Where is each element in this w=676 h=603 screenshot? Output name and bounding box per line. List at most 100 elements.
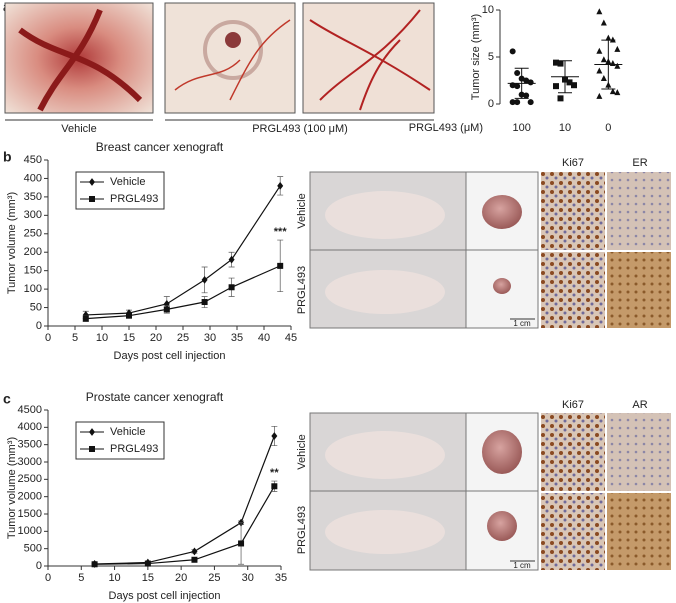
line	[85, 265, 281, 320]
legend-label: PRGL493	[110, 443, 158, 455]
point	[201, 275, 208, 284]
x-axis-label: PRGL493 (μM)	[409, 122, 483, 134]
x-tick-label: 45	[285, 332, 297, 344]
stain-label: Ki67	[562, 399, 584, 411]
x-tick-label: 0	[45, 332, 51, 344]
annotation: **	[270, 467, 279, 479]
point	[596, 47, 603, 54]
y-tick-label: 400	[24, 172, 42, 184]
point	[614, 62, 621, 69]
y-tick-label: 0	[36, 320, 42, 332]
x-tick-label: 100	[512, 122, 530, 134]
x-tick-label: 10	[96, 332, 108, 344]
point	[527, 99, 534, 106]
chart-title: Prostate cancer xenograft	[86, 390, 224, 404]
panel-label: b	[3, 149, 12, 165]
point	[277, 262, 284, 269]
y-tick-label: 300	[24, 209, 42, 221]
point	[557, 60, 564, 67]
point	[566, 79, 573, 86]
y-axis-label: Tumor volume (mm³)	[6, 437, 18, 539]
point	[238, 540, 245, 547]
y-tick-label: 4500	[18, 404, 42, 416]
embryo-photos	[4, 2, 435, 121]
annotation: ***	[274, 226, 288, 238]
legend-label: PRGL493	[110, 193, 158, 205]
point	[89, 178, 95, 186]
x-tick-label: 15	[123, 332, 135, 344]
group-label: Vehicle	[61, 123, 96, 135]
scale-label: 1 cm	[513, 319, 531, 328]
x-tick-label: 5	[72, 332, 78, 344]
x-tick-label: 25	[208, 572, 220, 584]
y-tick-label: 150	[24, 265, 42, 277]
y-tick-label: 50	[30, 301, 42, 313]
x-tick-label: 25	[177, 332, 189, 344]
error-bar	[514, 67, 529, 99]
point	[271, 483, 278, 490]
xenograft-photos	[309, 412, 671, 571]
x-tick-label: 20	[150, 332, 162, 344]
point	[514, 99, 521, 106]
y-tick-label: 200	[24, 246, 42, 258]
y-tick-label: 500	[24, 543, 42, 555]
legend-label: Vehicle	[110, 426, 145, 438]
stain-label: AR	[632, 399, 647, 411]
x-tick-label: 20	[175, 572, 187, 584]
line	[94, 435, 275, 565]
point	[89, 428, 95, 436]
point	[509, 99, 516, 106]
legend-box	[75, 171, 165, 210]
y-tick-label: 250	[24, 228, 42, 240]
row-label: PRGL493	[296, 506, 308, 554]
x-tick-label: 35	[231, 332, 243, 344]
point	[605, 34, 612, 41]
point	[609, 36, 616, 43]
point	[523, 77, 530, 84]
point	[163, 306, 170, 313]
point	[523, 92, 530, 99]
point	[89, 196, 95, 202]
point	[600, 19, 607, 26]
point	[609, 88, 616, 95]
x-tick-label: 10	[108, 572, 120, 584]
point	[614, 89, 621, 96]
stain-label: Ki67	[562, 157, 584, 169]
point	[596, 8, 603, 15]
point	[514, 69, 521, 76]
y-tick-label: 350	[24, 191, 42, 203]
scale-label: 1 cm	[513, 561, 531, 570]
x-tick-label: 35	[275, 572, 287, 584]
point	[600, 75, 607, 82]
x-tick-label: 0	[605, 122, 611, 134]
x-tick-label: 10	[559, 122, 571, 134]
legend-box	[75, 421, 165, 460]
y-tick-label: 5	[488, 51, 494, 63]
y-tick-label: 0	[36, 560, 42, 572]
point	[91, 561, 98, 568]
x-tick-label: 5	[78, 572, 84, 584]
point	[571, 82, 577, 89]
point	[89, 446, 95, 452]
point	[126, 312, 132, 319]
point	[596, 92, 603, 99]
point	[191, 556, 198, 563]
x-tick-label: 30	[242, 572, 254, 584]
row-label: PRGL493	[296, 266, 308, 314]
point	[228, 284, 235, 291]
point	[509, 48, 516, 55]
point	[82, 315, 89, 322]
xenograft-photos	[309, 171, 671, 329]
point	[277, 181, 284, 190]
point	[271, 432, 278, 440]
y-tick-label: 10	[482, 4, 494, 16]
y-axis-label: Tumor size (mm³)	[470, 14, 482, 100]
x-axis-label: Days post cell injection	[114, 350, 226, 362]
y-axis-label: Tumor volume (mm³)	[6, 192, 18, 294]
y-tick-label: 100	[24, 283, 42, 295]
point	[553, 83, 559, 90]
error-bar	[558, 60, 572, 94]
point	[614, 45, 621, 52]
y-tick-label: 2500	[18, 473, 42, 485]
